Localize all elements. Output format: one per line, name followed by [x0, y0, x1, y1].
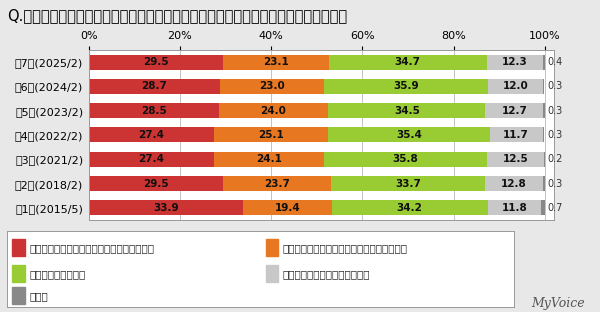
Bar [543, 55, 545, 70]
Text: 35.9: 35.9 [394, 81, 419, 91]
Text: 35.4: 35.4 [396, 130, 422, 140]
Bar [266, 265, 278, 282]
Bar [488, 79, 543, 94]
Bar [541, 200, 545, 215]
Bar [331, 176, 485, 191]
Text: 身体的な疲労・疲れを感じることの方が多い: 身体的な疲労・疲れを感じることの方が多い [29, 243, 154, 253]
Bar [214, 152, 323, 167]
Text: 23.0: 23.0 [259, 81, 285, 91]
Bar [325, 79, 488, 94]
Bar [89, 55, 223, 70]
Text: 0.3: 0.3 [547, 81, 562, 91]
Bar [485, 176, 544, 191]
Bar [89, 127, 214, 143]
Text: 34.7: 34.7 [395, 57, 421, 67]
Bar [266, 239, 278, 256]
Bar [89, 176, 223, 191]
Text: 35.8: 35.8 [392, 154, 418, 164]
Bar [543, 127, 544, 143]
Bar [487, 55, 543, 70]
Text: 28.5: 28.5 [141, 106, 167, 116]
Text: 19.4: 19.4 [275, 203, 301, 213]
Bar [323, 152, 487, 167]
Bar [328, 127, 490, 143]
Text: 29.5: 29.5 [143, 57, 169, 67]
Text: 24.1: 24.1 [256, 154, 281, 164]
Text: 0.2: 0.2 [547, 154, 562, 164]
Text: 33.7: 33.7 [395, 178, 421, 188]
Text: 0.4: 0.4 [547, 57, 562, 67]
Text: 24.0: 24.0 [260, 106, 286, 116]
Text: 33.9: 33.9 [153, 203, 179, 213]
Text: 12.0: 12.0 [503, 81, 529, 91]
Bar [328, 103, 485, 118]
Bar [89, 79, 220, 94]
Text: 23.1: 23.1 [263, 57, 289, 67]
Text: 28.7: 28.7 [141, 81, 167, 91]
Bar [488, 200, 541, 215]
Bar [12, 265, 25, 282]
Bar [544, 152, 545, 167]
Bar [12, 287, 25, 304]
Text: 12.7: 12.7 [502, 106, 527, 116]
Bar [89, 103, 219, 118]
Text: 0.3: 0.3 [547, 106, 562, 116]
Text: Q.普段の生活で、身体的な疲労・精神的な疲労のどちらを感じることが多いですか？: Q.普段の生活で、身体的な疲労・精神的な疲労のどちらを感じることが多いですか？ [7, 8, 347, 23]
Bar [329, 55, 487, 70]
Text: 12.5: 12.5 [502, 154, 528, 164]
Bar [485, 103, 544, 118]
Bar [490, 127, 543, 143]
Text: どちらも同じぐらい: どちらも同じぐらい [29, 269, 85, 279]
Text: MyVoice: MyVoice [532, 296, 585, 310]
Bar [244, 200, 332, 215]
Bar [89, 152, 214, 167]
Bar [223, 55, 329, 70]
Bar [544, 103, 545, 118]
Bar [219, 103, 328, 118]
Bar [12, 239, 25, 256]
Text: 12.8: 12.8 [501, 178, 527, 188]
Text: 精神的な疲労・疲れを感じることの方が多い: 精神的な疲労・疲れを感じることの方が多い [283, 243, 407, 253]
Text: 34.5: 34.5 [394, 106, 420, 116]
Bar [214, 127, 328, 143]
Text: 0.3: 0.3 [547, 130, 562, 140]
Text: 0.7: 0.7 [547, 203, 562, 213]
Text: 23.7: 23.7 [265, 178, 290, 188]
Bar [223, 176, 331, 191]
Bar [544, 176, 545, 191]
Text: 29.5: 29.5 [143, 178, 169, 188]
Text: 12.3: 12.3 [502, 57, 527, 67]
Text: 無回答: 無回答 [29, 291, 48, 301]
Text: 11.8: 11.8 [502, 203, 527, 213]
Text: 疲労・疲れを感じることはない: 疲労・疲れを感じることはない [283, 269, 370, 279]
Text: 27.4: 27.4 [138, 130, 164, 140]
Bar [332, 200, 488, 215]
Text: 0.3: 0.3 [547, 178, 562, 188]
Text: 27.4: 27.4 [138, 154, 164, 164]
Bar [89, 200, 244, 215]
Bar [543, 79, 544, 94]
Bar [220, 79, 325, 94]
Text: 34.2: 34.2 [397, 203, 422, 213]
Text: 11.7: 11.7 [503, 130, 529, 140]
Bar [487, 152, 544, 167]
Text: 25.1: 25.1 [258, 130, 284, 140]
